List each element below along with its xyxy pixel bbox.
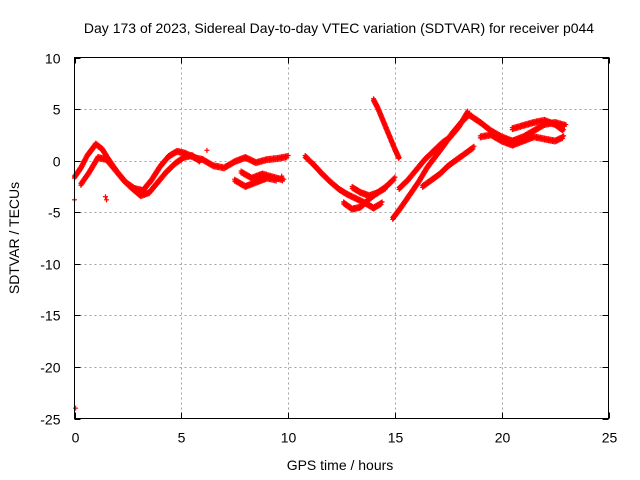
y-tick-label: -10: [40, 257, 60, 273]
data-points: [72, 96, 569, 411]
data-point-track-l: [471, 143, 477, 149]
data-point-track-h: [382, 186, 388, 192]
data-point-track-k: [465, 108, 471, 114]
data-point-track-m: [563, 122, 569, 128]
data-point-track-n: [561, 133, 567, 139]
y-tick-label: 0: [53, 154, 61, 170]
x-tick-label: 10: [281, 430, 297, 446]
data-point-track-i: [396, 155, 402, 161]
y-axis-label: SDTVAR / TECUs: [6, 182, 22, 294]
y-tick-label: 5: [53, 102, 61, 118]
data-point-track-n: [559, 135, 565, 141]
x-tick-label: 15: [388, 430, 404, 446]
x-axis-label: GPS time / hours: [287, 457, 394, 473]
data-point-track-l: [470, 146, 476, 152]
data-point-track-e: [281, 176, 287, 182]
x-tick-label: 20: [495, 430, 511, 446]
y-tick-labels: 10 5 0 -5 -10 -15 -20 -25: [40, 51, 60, 428]
data-point-isolated: [102, 194, 108, 200]
chart-title: Day 173 of 2023, Sidereal Day-to-day VTE…: [84, 20, 594, 36]
x-tick-label: 25: [602, 430, 618, 446]
data-point-isolated: [204, 147, 210, 153]
grid: [74, 57, 609, 419]
y-tick-label: -15: [40, 308, 60, 324]
data-point-track-h: [383, 183, 389, 189]
data-point-track-f: [378, 202, 384, 208]
data-point-track-f: [379, 199, 385, 205]
x-tick-label: 5: [178, 430, 186, 446]
data-point-track-o: [561, 127, 567, 133]
y-tick-label: -25: [40, 412, 60, 428]
y-tick-label: -5: [48, 205, 61, 221]
data-point-isolated: [73, 405, 79, 411]
y-tick-label: 10: [45, 51, 61, 67]
data-point-track-g: [390, 178, 396, 184]
data-point-track-g: [391, 177, 397, 183]
x-tick-labels: 0 5 10 15 20 25: [72, 430, 618, 446]
plot-frame: [74, 57, 609, 419]
data-point-track-c: [285, 152, 291, 158]
y-tick-label: -20: [40, 360, 60, 376]
data-point-isolated: [104, 197, 110, 203]
data-point-track-g: [392, 174, 398, 180]
data-point-isolated: [279, 173, 285, 179]
x-tick-label: 0: [72, 430, 80, 446]
axis-ticks: [74, 57, 610, 420]
